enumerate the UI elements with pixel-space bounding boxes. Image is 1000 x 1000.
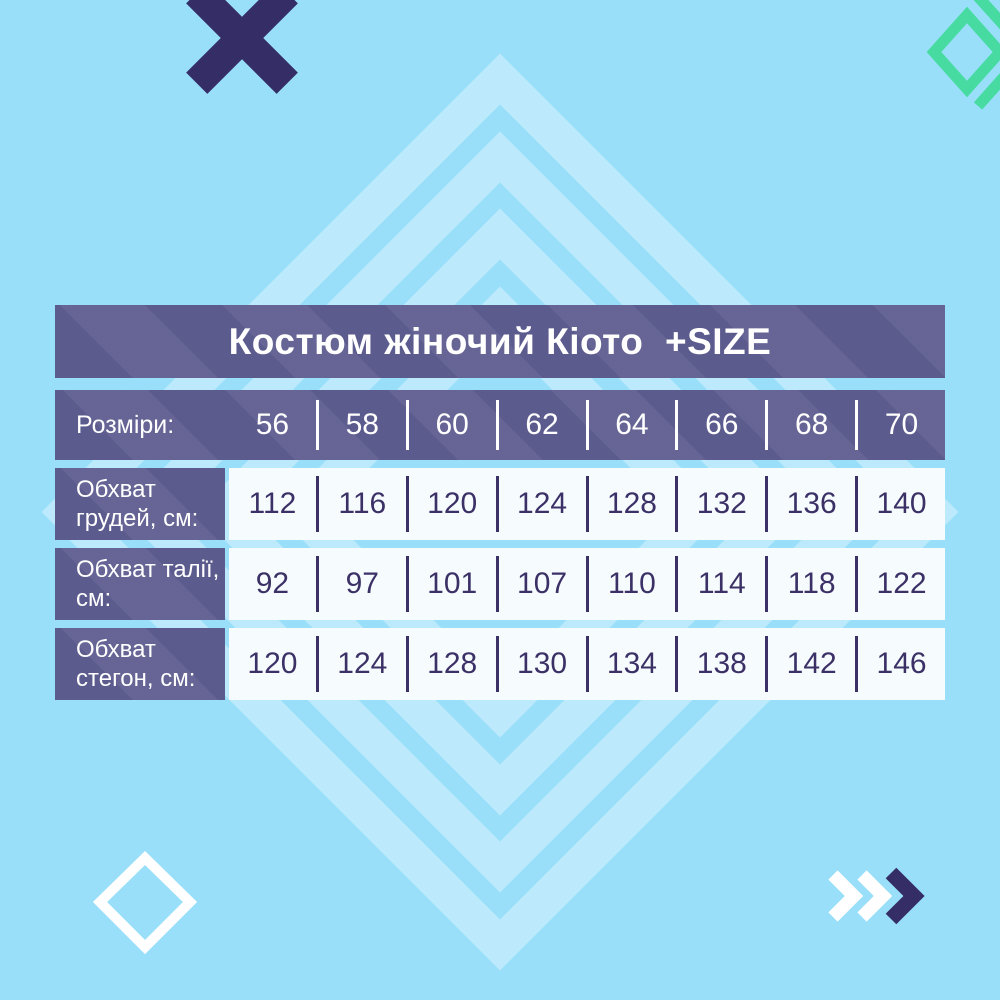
column-divider [855,556,859,612]
value-cell: 128 [427,647,478,680]
value-cell: 107 [517,567,568,600]
column-divider [855,636,859,692]
column-divider [585,636,589,692]
value-cell: 122 [876,567,927,600]
column-divider [405,636,409,692]
column-divider [765,400,769,450]
column-divider [495,636,499,692]
size-value: 62 [525,408,559,441]
value-cell: 124 [337,647,388,680]
diamond-outline-icon [92,851,198,955]
size-value: 56 [255,408,290,441]
row-label: Обхват стегон, см: [55,628,225,700]
value-cell: 128 [606,487,657,520]
column-divider [675,400,679,450]
value-cell: 140 [876,487,927,520]
column-divider [495,476,499,532]
column-divider [495,400,499,450]
size-value: 58 [345,408,379,441]
row-values: 120 124 128 130 134 138 142 146 [229,628,945,700]
row-values: 92 97 101 107 110 114 118 122 [229,548,945,620]
column-divider [765,476,769,532]
column-divider [765,556,769,612]
value-cell: 118 [787,567,836,600]
value-cell: 146 [876,647,927,680]
column-divider [585,476,589,532]
value-cell: 101 [427,567,478,600]
value-cell: 136 [786,487,837,520]
sizes-row: Розміри: 56 58 60 62 64 66 68 70 [55,390,945,460]
size-value: 60 [435,408,469,441]
value-cell: 124 [517,487,568,520]
cross-icon [186,0,298,94]
column-divider [675,476,679,532]
column-divider [315,400,319,450]
value-cell: 120 [427,487,478,520]
row-values: 56 58 60 62 64 66 68 70 [229,390,945,460]
value-cell: 114 [697,567,746,600]
chevrons-right-icon [828,867,925,925]
value-cell: 138 [696,647,747,680]
column-divider [405,400,409,450]
row-label: Обхват грудей, см: [55,468,225,540]
column-divider [585,400,589,450]
column-divider [675,556,679,612]
table-row-chest: Обхват грудей, см: 112 116 120 124 128 1… [55,468,945,540]
column-divider [315,636,319,692]
value-cell: 112 [248,487,297,520]
column-divider [315,556,319,612]
size-value: 66 [705,408,739,441]
column-divider [405,476,409,532]
value-cell: 130 [517,647,568,680]
row-label: Розміри: [76,410,175,439]
column-divider [855,476,859,532]
column-divider [855,400,859,450]
value-cell: 110 [608,567,656,600]
size-value: 70 [884,408,919,441]
column-divider [495,556,499,612]
value-cell: 97 [345,567,379,600]
row-label: Обхват талії, см: [55,548,225,620]
page-title: Костюм жіночий Кіото +SIZE [228,320,772,362]
value-cell: 120 [247,647,298,680]
value-cell: 116 [338,487,387,520]
table-row-waist: Обхват талії, см: 92 97 101 107 110 114 … [55,548,945,620]
column-divider [405,556,409,612]
size-value: 64 [615,408,649,441]
table-title-bar: Костюм жіночий Кіото +SIZE [55,305,945,378]
value-cell: 142 [786,647,837,680]
row-values: 112 116 120 124 128 132 136 140 [229,468,945,540]
diamond-stripes-icon [926,0,1000,110]
value-cell: 132 [696,487,747,520]
column-divider [585,556,589,612]
size-value: 68 [795,408,829,441]
table-row-hips: Обхват стегон, см: 120 124 128 130 134 1… [55,628,945,700]
value-cell: 134 [606,647,657,680]
column-divider [315,476,319,532]
column-divider [675,636,679,692]
value-cell: 92 [255,567,290,600]
column-divider [765,636,769,692]
